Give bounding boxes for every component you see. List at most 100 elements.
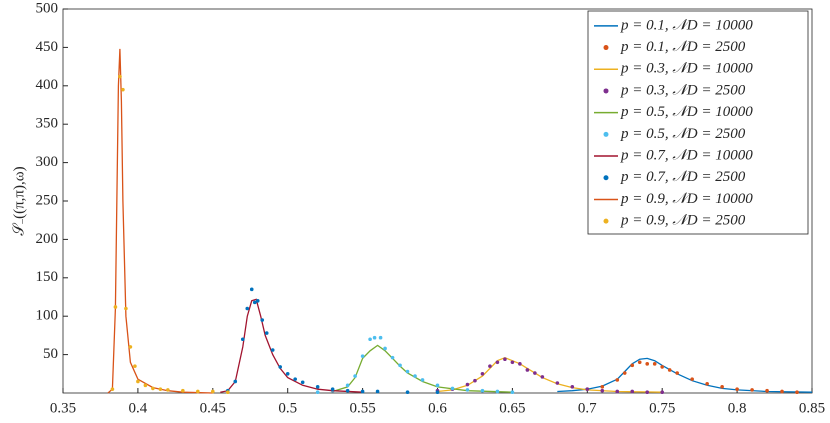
data-point bbox=[293, 377, 297, 381]
data-point bbox=[124, 306, 128, 311]
data-point bbox=[121, 87, 125, 92]
data-point bbox=[690, 377, 694, 381]
legend-swatch bbox=[603, 175, 609, 181]
y-tick-label: 50 bbox=[43, 346, 58, 362]
data-point bbox=[630, 389, 635, 394]
series-line bbox=[557, 357, 813, 393]
legend-label: p = 0.1, 𝒩D = 2500 bbox=[620, 39, 746, 55]
data-point bbox=[278, 365, 283, 369]
data-point bbox=[110, 387, 115, 391]
data-point bbox=[372, 335, 377, 340]
data-point bbox=[420, 378, 425, 382]
data-point bbox=[233, 379, 238, 384]
data-point bbox=[473, 378, 477, 383]
data-point bbox=[240, 337, 245, 342]
data-point bbox=[450, 386, 455, 391]
data-point bbox=[133, 364, 137, 368]
data-point bbox=[637, 360, 642, 365]
y-tick-label: 500 bbox=[36, 0, 59, 16]
data-point bbox=[488, 364, 492, 368]
data-point bbox=[330, 387, 335, 391]
data-point bbox=[353, 374, 357, 378]
data-point bbox=[585, 387, 590, 391]
data-point bbox=[196, 389, 200, 394]
data-point bbox=[518, 362, 522, 366]
y-tick-label: 350 bbox=[36, 116, 59, 132]
series-line bbox=[332, 344, 513, 393]
data-point bbox=[622, 371, 627, 375]
data-point bbox=[285, 372, 290, 376]
data-point bbox=[136, 379, 140, 384]
data-point bbox=[315, 390, 320, 395]
data-point bbox=[225, 390, 230, 395]
x-tick-label: 0.65 bbox=[499, 400, 525, 416]
legend-label: p = 0.5, 𝒩D = 10000 bbox=[620, 104, 753, 120]
data-point bbox=[166, 388, 170, 392]
x-tick-label: 0.85 bbox=[799, 400, 825, 416]
data-point bbox=[158, 387, 163, 391]
x-tick-label: 0.6 bbox=[428, 400, 447, 416]
data-point bbox=[315, 385, 320, 389]
data-point bbox=[570, 385, 575, 389]
data-point bbox=[398, 363, 402, 368]
x-tick-label: 0.8 bbox=[728, 400, 747, 416]
data-point bbox=[181, 388, 185, 393]
data-point bbox=[660, 390, 664, 395]
legend-swatch bbox=[603, 131, 609, 137]
data-point bbox=[720, 385, 724, 389]
data-point bbox=[750, 388, 754, 392]
data-point bbox=[390, 355, 395, 360]
data-point bbox=[615, 378, 620, 382]
data-point bbox=[375, 389, 380, 394]
data-point bbox=[480, 372, 485, 376]
x-tick-label: 0.75 bbox=[649, 400, 675, 416]
data-point bbox=[405, 390, 410, 395]
data-point bbox=[264, 331, 269, 335]
legend-label: p = 0.7, 𝒩D = 10000 bbox=[620, 147, 753, 163]
data-point bbox=[435, 383, 440, 388]
data-point bbox=[435, 390, 440, 395]
data-point bbox=[495, 389, 500, 394]
data-point bbox=[465, 388, 470, 392]
x-tick-label: 0.5 bbox=[278, 400, 297, 416]
x-tick-label: 0.35 bbox=[50, 400, 76, 416]
x-tick-label: 0.4 bbox=[129, 400, 148, 416]
y-tick-label: 300 bbox=[36, 154, 59, 170]
series-line bbox=[220, 298, 363, 393]
data-point bbox=[260, 318, 265, 322]
legend-swatch bbox=[603, 218, 609, 224]
data-point bbox=[540, 375, 545, 379]
x-tick-label: 0.45 bbox=[200, 400, 226, 416]
data-point bbox=[652, 362, 657, 366]
series-line bbox=[107, 48, 213, 394]
y-tick-label: 450 bbox=[36, 39, 59, 55]
data-point bbox=[249, 287, 254, 292]
y-tick-label: 100 bbox=[36, 308, 59, 324]
data-point bbox=[270, 348, 275, 352]
x-tick-label: 0.55 bbox=[349, 400, 375, 416]
y-tick-label: 150 bbox=[36, 269, 59, 285]
data-point bbox=[667, 368, 672, 372]
legend-label: p = 0.3, 𝒩D = 2500 bbox=[620, 82, 746, 98]
data-point bbox=[555, 381, 560, 385]
data-point bbox=[383, 346, 387, 351]
data-point bbox=[615, 389, 620, 394]
data-point bbox=[368, 337, 372, 342]
legend-label: p = 0.7, 𝒩D = 2500 bbox=[620, 169, 746, 185]
y-tick-label: 400 bbox=[36, 77, 59, 93]
data-point bbox=[151, 386, 155, 391]
legend-swatch bbox=[603, 45, 609, 51]
data-point bbox=[480, 388, 485, 393]
legend-label: p = 0.5, 𝒩D = 2500 bbox=[620, 126, 746, 142]
y-tick-label: 200 bbox=[36, 231, 59, 247]
legend-label: p = 0.3, 𝒩D = 10000 bbox=[620, 61, 753, 77]
data-point bbox=[495, 360, 500, 365]
data-point bbox=[378, 335, 383, 340]
data-point bbox=[252, 300, 257, 305]
data-point bbox=[765, 388, 769, 393]
legend-label: p = 0.1, 𝒩D = 10000 bbox=[620, 17, 753, 33]
data-point bbox=[600, 385, 605, 389]
data-point bbox=[645, 362, 650, 366]
